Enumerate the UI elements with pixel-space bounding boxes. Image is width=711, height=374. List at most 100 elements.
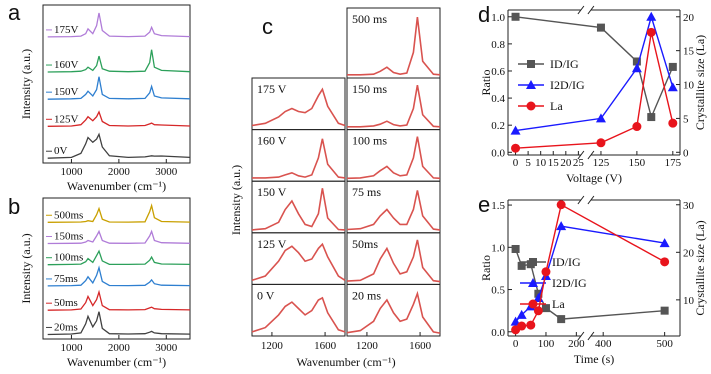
- series-label: 100ms: [54, 252, 83, 264]
- marker-triangle: [516, 309, 527, 319]
- y2-tick-label: 0: [683, 147, 689, 159]
- spectrum-line: [47, 49, 191, 73]
- series-label: 100 ms: [352, 134, 387, 148]
- legend-label: ID/IG: [550, 57, 579, 71]
- marker-circle: [556, 200, 566, 210]
- spectrum-line: [47, 12, 191, 38]
- marker-square: [668, 62, 677, 71]
- marker-circle: [533, 306, 543, 316]
- spectrum-line: [252, 138, 346, 179]
- subplot-frame: [251, 283, 346, 337]
- marker-circle: [632, 122, 642, 132]
- marker-square: [541, 304, 550, 313]
- x-tick-label: 2000: [108, 342, 131, 354]
- spectrum-line: [47, 110, 191, 127]
- x-tick-label: 175: [665, 157, 682, 169]
- y2-tick-label: 20: [683, 12, 695, 24]
- x-tick-label: 1000: [60, 166, 83, 178]
- spectrum-line: [346, 290, 441, 334]
- x-tick-label: 1000: [60, 342, 83, 354]
- legend-label: La: [552, 297, 565, 311]
- panel-letter: d: [478, 2, 490, 27]
- series-label: 20ms: [54, 321, 78, 333]
- x-tick-label: 1600: [409, 340, 432, 352]
- y-tick-label: 0.4: [491, 93, 505, 105]
- marker-square: [511, 12, 520, 21]
- spectrum-line: [251, 87, 346, 127]
- marker-triangle: [595, 113, 606, 123]
- x-axis-label: Wavenumber (cm⁻¹): [296, 355, 395, 369]
- legend-label: I2D/IG: [550, 78, 585, 92]
- marker-triangle: [510, 125, 521, 135]
- legend-label: I2D/IG: [552, 276, 587, 290]
- spectrum-line: [346, 239, 441, 283]
- legend-label: ID/IG: [552, 255, 581, 269]
- axis-break: [577, 5, 585, 15]
- y-axis-label: Ratio: [479, 255, 493, 281]
- marker-circle: [511, 143, 521, 153]
- x-tick-label: 15: [548, 157, 560, 169]
- x-tick-label: 25: [573, 157, 585, 169]
- spectrum-line: [347, 84, 441, 128]
- y2-tick-label: 30: [683, 200, 695, 212]
- x-tick-label: 500: [656, 338, 673, 350]
- y2-tick-label: 10: [683, 295, 695, 307]
- marker-triangle: [667, 82, 678, 92]
- spectrum-line: [47, 249, 191, 266]
- x-tick-label: 1200: [261, 340, 284, 352]
- x-axis-label: Wavenumber (cm⁻¹): [67, 355, 166, 369]
- x-tick-label: 1200: [356, 340, 379, 352]
- legend-marker: [529, 258, 537, 266]
- spectrum-line: [47, 76, 191, 100]
- y2-tick-label: 5: [683, 113, 689, 125]
- x-tick-label: 0: [513, 338, 519, 350]
- spectrum-line: [47, 203, 191, 223]
- x-tick-label: 100: [538, 338, 555, 350]
- axis-break: [577, 150, 585, 160]
- series-line: [515, 32, 674, 149]
- y2-tick-label: 20: [683, 247, 695, 259]
- x-tick-label: 20: [560, 157, 572, 169]
- series-label: 150ms: [54, 230, 83, 242]
- series-label: 175 V: [257, 82, 287, 96]
- series-label: 0V: [54, 145, 68, 157]
- series-label: 50ms: [352, 237, 378, 251]
- axis-break: [587, 331, 595, 341]
- x-tick-label: 5: [525, 157, 531, 169]
- series-label: 175V: [54, 24, 79, 36]
- panel-letter: a: [8, 0, 21, 25]
- series-label: 125 V: [257, 237, 287, 251]
- x-axis-label: Voltage (V): [566, 171, 622, 185]
- plot-frame: [42, 4, 191, 164]
- y2-axis-label: Crystallite size (La): [693, 220, 707, 315]
- legend-marker: [527, 60, 535, 68]
- panel-letter: b: [8, 194, 20, 219]
- plot-frame: [42, 197, 191, 340]
- marker-circle: [660, 257, 670, 267]
- x-tick-label: 125: [593, 157, 610, 169]
- x-tick-label: 400: [595, 338, 612, 350]
- spectrum-line: [251, 188, 346, 231]
- axis-break: [587, 5, 595, 15]
- x-tick-label: 150: [629, 157, 646, 169]
- spectrum-line: [47, 289, 191, 311]
- x-axis-label: Time (s): [574, 352, 615, 366]
- panel-letter: c: [262, 14, 273, 39]
- x-tick-label: 3000: [155, 166, 178, 178]
- y-tick-label: 0.2: [491, 120, 505, 132]
- marker-square: [660, 306, 669, 315]
- y-tick-label: 1.5: [491, 200, 505, 212]
- marker-square: [632, 57, 641, 66]
- y-axis-label: Ratio: [479, 70, 493, 96]
- series-label: 160 V: [257, 134, 287, 148]
- series-label: 150V: [54, 86, 79, 98]
- x-tick-label: 3000: [155, 342, 178, 354]
- marker-circle: [646, 27, 656, 37]
- y-tick-label: 1.0: [491, 242, 505, 254]
- marker-circle: [668, 118, 678, 128]
- y-axis-label: Intensity (a.u.): [19, 49, 33, 119]
- x-tick-label: 200: [568, 338, 585, 350]
- x-tick-label: 1600: [314, 340, 337, 352]
- y-tick-label: 1.0: [491, 12, 505, 24]
- spectrum-line: [346, 136, 441, 180]
